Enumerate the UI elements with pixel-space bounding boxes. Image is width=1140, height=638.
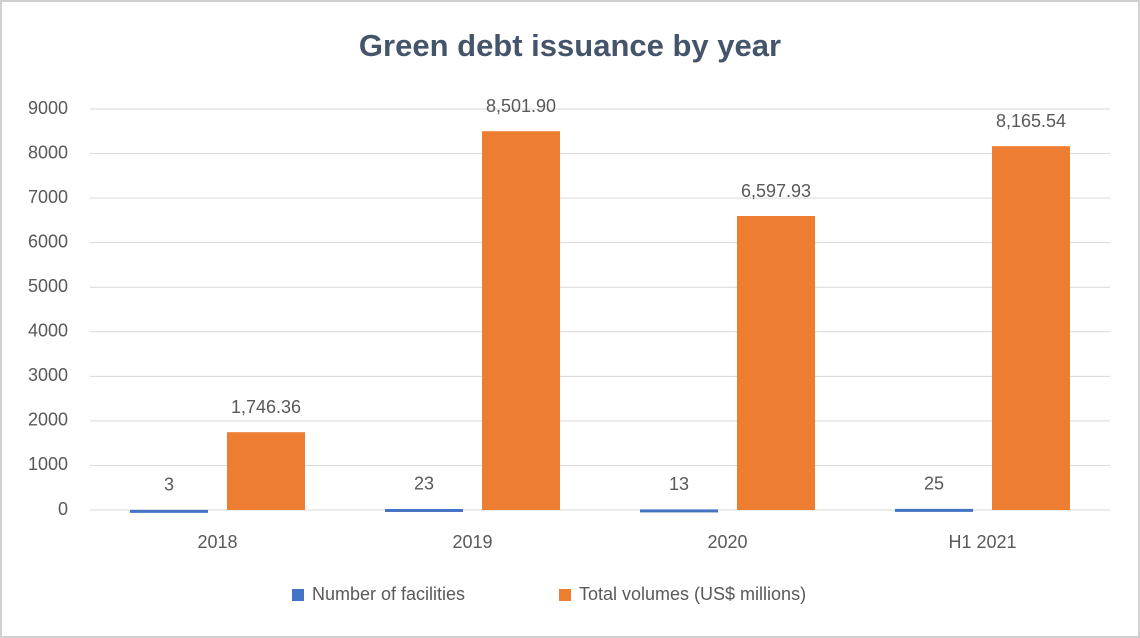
data-label: 8,165.54 (996, 111, 1066, 131)
data-label: 25 (924, 474, 944, 494)
x-tick-label: 2018 (197, 532, 237, 552)
legend-swatch (559, 589, 571, 601)
x-tick-label: H1 2021 (948, 532, 1016, 552)
data-label: 6,597.93 (741, 181, 811, 201)
y-tick-label: 5000 (28, 276, 68, 296)
y-tick-label: 6000 (28, 231, 68, 251)
bar (130, 509, 208, 513)
data-label: 8,501.90 (486, 96, 556, 116)
bar (737, 216, 815, 510)
legend-label: Number of facilities (312, 584, 465, 604)
y-tick-label: 7000 (28, 187, 68, 207)
bar (227, 432, 305, 510)
data-label: 1,746.36 (231, 397, 301, 417)
data-label: 23 (414, 474, 434, 494)
chart-title: Green debt issuance by year (359, 28, 781, 63)
bar (895, 508, 973, 512)
bar (385, 508, 463, 512)
data-label: 3 (164, 475, 174, 495)
y-tick-label: 1000 (28, 454, 68, 474)
bar (992, 146, 1070, 511)
x-tick-label: 2019 (452, 532, 492, 552)
bar (482, 131, 560, 510)
x-tick-label: 2020 (707, 532, 747, 552)
legend-swatch (292, 589, 304, 601)
legend-label: Total volumes (US$ millions) (579, 584, 806, 604)
y-tick-label: 4000 (28, 321, 68, 341)
y-tick-label: 0 (58, 499, 68, 519)
bar (640, 509, 718, 513)
y-tick-label: 3000 (28, 365, 68, 385)
y-tick-label: 9000 (28, 98, 68, 118)
data-label: 13 (669, 474, 689, 494)
y-tick-label: 2000 (28, 410, 68, 430)
y-tick-label: 8000 (28, 142, 68, 162)
